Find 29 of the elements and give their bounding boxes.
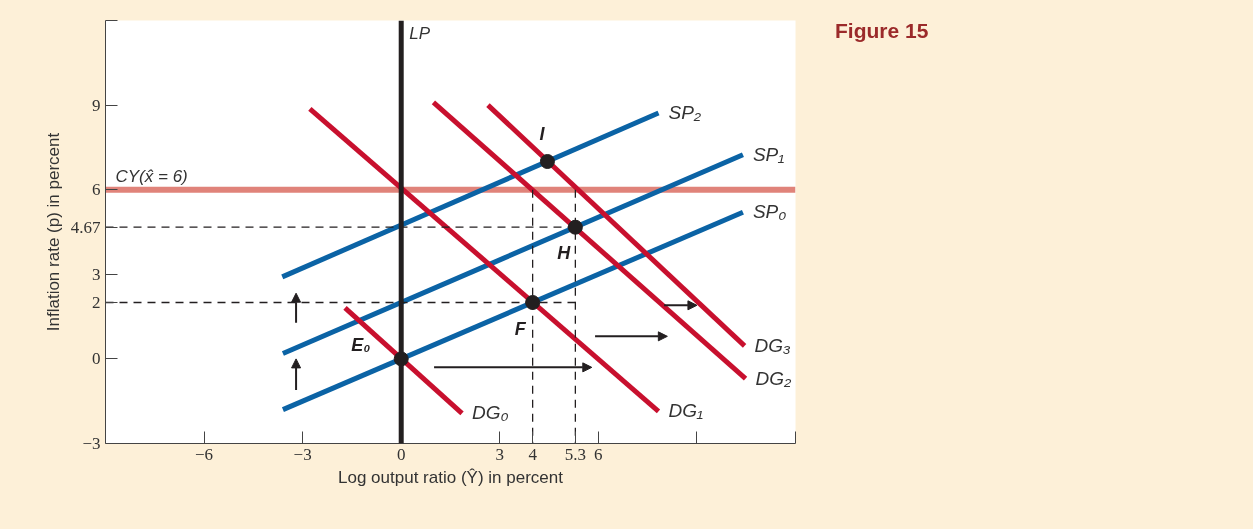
y-tick-label: 3: [92, 264, 101, 284]
y-tick-label: 0: [92, 349, 101, 369]
series-label: SP₁: [752, 143, 785, 165]
y-tick-label: 2: [92, 293, 101, 312]
series-label: SP₀: [752, 201, 787, 223]
y-tick-label: 4.67: [70, 217, 101, 237]
annotation: H: [557, 243, 572, 264]
annotation: I: [539, 123, 546, 144]
series-label: DG₃: [754, 334, 792, 356]
series-label: DG₀: [472, 402, 509, 424]
x-tick-label: 4: [528, 444, 538, 464]
x-tick-label: 5.3: [564, 444, 586, 464]
annotation: F: [514, 318, 527, 339]
x-tick-label: 6: [594, 444, 603, 464]
ref-line-label: CY(x̂ = 6): [115, 166, 188, 186]
x-tick-label: 3: [495, 444, 505, 464]
annotation: E₀: [351, 334, 371, 355]
y-tick-label: 9: [92, 95, 101, 115]
y-tick-label: 6: [92, 180, 101, 200]
x-tick-label: 0: [396, 444, 406, 464]
y-axis-title: Inflation rate (p) in percent: [43, 132, 63, 332]
series-label: DG₁: [668, 400, 703, 422]
series-label: DG₂: [755, 367, 793, 389]
text: Figure 15: [835, 18, 929, 44]
x-axis-title: Log output ratio (Ŷ) in percent: [338, 467, 564, 487]
x-tick-label: −3: [293, 444, 312, 464]
ref-line-label: LP: [409, 23, 431, 43]
x-tick-label: −6: [195, 444, 214, 464]
series-label: SP₂: [668, 102, 702, 123]
